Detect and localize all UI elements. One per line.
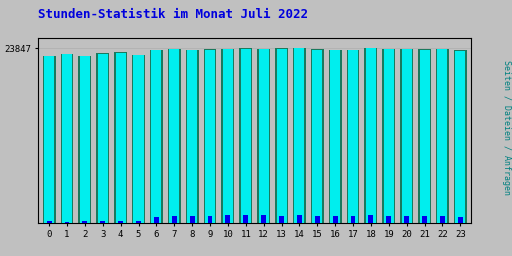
Bar bbox=[239, 48, 252, 223]
Bar bbox=[401, 49, 412, 223]
Bar bbox=[294, 48, 305, 223]
Bar bbox=[400, 49, 413, 223]
Bar bbox=[207, 216, 212, 223]
Bar bbox=[186, 50, 199, 223]
Bar bbox=[169, 49, 179, 223]
Bar bbox=[225, 215, 230, 223]
Bar bbox=[293, 48, 306, 223]
Bar bbox=[437, 49, 447, 223]
Bar bbox=[78, 56, 91, 223]
Bar bbox=[243, 215, 248, 223]
Bar bbox=[458, 217, 463, 223]
Bar bbox=[419, 50, 430, 223]
Bar bbox=[315, 216, 319, 223]
Bar bbox=[365, 48, 377, 223]
Bar bbox=[136, 221, 141, 223]
Bar bbox=[384, 49, 394, 223]
Bar bbox=[276, 49, 287, 223]
Bar bbox=[259, 49, 269, 223]
Bar bbox=[261, 215, 266, 223]
Bar bbox=[279, 216, 284, 223]
Bar bbox=[440, 216, 445, 223]
Bar bbox=[96, 54, 109, 223]
Bar bbox=[150, 50, 163, 223]
Bar bbox=[223, 49, 233, 223]
Bar bbox=[98, 54, 108, 223]
Bar bbox=[118, 221, 123, 223]
Bar bbox=[132, 55, 145, 223]
Bar bbox=[351, 216, 355, 223]
Bar bbox=[47, 221, 52, 223]
Bar bbox=[44, 56, 54, 223]
Bar bbox=[436, 49, 449, 223]
Bar bbox=[62, 54, 72, 223]
Text: Stunden-Statistik im Monat Juli 2022: Stunden-Statistik im Monat Juli 2022 bbox=[38, 8, 308, 21]
Bar bbox=[172, 216, 177, 223]
Bar bbox=[100, 221, 105, 223]
Bar bbox=[330, 50, 340, 223]
Bar bbox=[311, 49, 324, 223]
Bar bbox=[152, 50, 161, 223]
Bar bbox=[348, 50, 358, 223]
Bar bbox=[241, 49, 251, 223]
Bar bbox=[275, 48, 288, 223]
Bar bbox=[168, 49, 181, 223]
Bar bbox=[297, 215, 302, 223]
Bar bbox=[187, 50, 197, 223]
Bar bbox=[134, 55, 143, 223]
Bar bbox=[80, 56, 90, 223]
Bar bbox=[454, 50, 467, 223]
Bar bbox=[382, 49, 395, 223]
Bar bbox=[204, 49, 217, 223]
Bar bbox=[60, 54, 73, 223]
Bar bbox=[190, 216, 195, 223]
Bar bbox=[205, 50, 215, 223]
Bar bbox=[387, 216, 391, 223]
Bar bbox=[82, 221, 88, 223]
Bar bbox=[329, 50, 342, 223]
Bar bbox=[333, 216, 337, 223]
Bar bbox=[347, 49, 359, 223]
Bar bbox=[404, 216, 409, 223]
Bar bbox=[366, 48, 376, 223]
Bar bbox=[222, 49, 234, 223]
Bar bbox=[312, 50, 323, 223]
Bar bbox=[114, 52, 127, 223]
Bar bbox=[369, 215, 373, 223]
Bar bbox=[418, 49, 431, 223]
Bar bbox=[455, 51, 465, 223]
Bar bbox=[42, 56, 56, 223]
Bar bbox=[65, 222, 70, 223]
Bar bbox=[257, 49, 270, 223]
Text: Seiten / Dateien / Anfragen: Seiten / Dateien / Anfragen bbox=[502, 60, 511, 196]
Bar bbox=[154, 217, 159, 223]
Bar bbox=[422, 216, 427, 223]
Bar bbox=[116, 52, 125, 223]
